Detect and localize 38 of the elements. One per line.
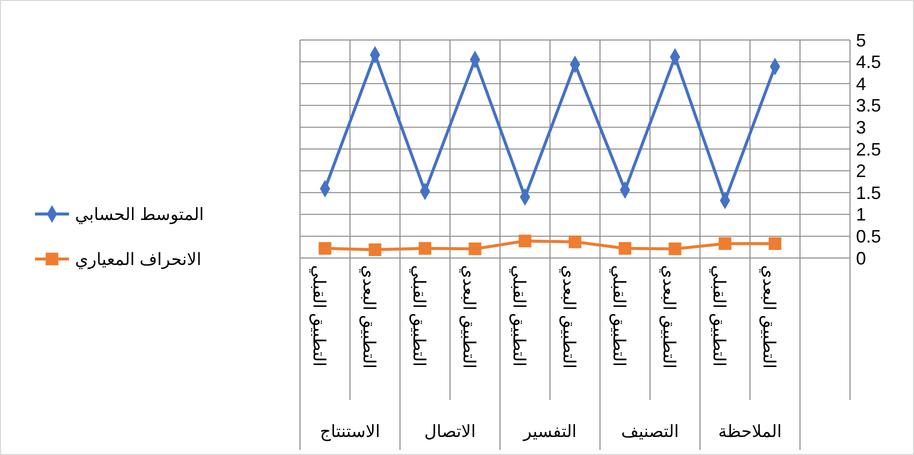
point: [568, 236, 582, 248]
legend-label: المتوسط الحسابي: [75, 204, 204, 225]
point: [718, 237, 732, 250]
y-tick-label: 4: [856, 74, 866, 94]
x-tick-label: التطبيق القبلي: [408, 265, 429, 367]
x-tick-label: التطبيق البعدي: [758, 265, 779, 369]
x-tick-label: التطبيق القبلي: [308, 265, 329, 367]
legend-label: الانحراف المعياري: [75, 250, 202, 270]
text: التصنيف: [621, 422, 679, 441]
x-tick-label: التطبيق البعدي: [558, 265, 579, 369]
x-tick-label: التطبيق البعدي: [358, 265, 379, 369]
point: [618, 242, 632, 255]
point: [468, 242, 482, 256]
y-tick-label: 2.5: [856, 139, 882, 160]
text: الاتصال: [424, 422, 476, 441]
x-tick-label: التطبيق القبلي: [508, 265, 529, 367]
point: [418, 242, 432, 255]
point: [668, 242, 682, 256]
point: [768, 237, 782, 250]
x-tick-label: التطبيق القبلي: [708, 265, 729, 367]
text: الاستنتاج: [320, 422, 380, 442]
y-tick-label: 5: [856, 30, 866, 50]
x-tick-label: التطبيق البعدي: [658, 265, 679, 369]
y-tick-label: 2: [856, 161, 866, 182]
point: [518, 234, 532, 248]
text: التفسير: [522, 422, 577, 442]
x-tick-label: التطبيق البعدي: [458, 265, 479, 369]
point: [368, 243, 382, 256]
x-tick-label: التطبيق القبلي: [608, 265, 629, 367]
point: [318, 242, 332, 255]
y-tick-label: 3.5: [856, 96, 882, 116]
y-tick-label: 0: [856, 248, 866, 268]
y-tick-label: 4.5: [856, 52, 882, 72]
y-tick-label: 1.5: [856, 182, 882, 203]
y-tick-label: 0.5: [856, 226, 882, 246]
y-tick-label: 1: [856, 204, 866, 225]
text: الملاحظة: [718, 422, 782, 441]
y-tick-label: 3: [856, 118, 866, 138]
